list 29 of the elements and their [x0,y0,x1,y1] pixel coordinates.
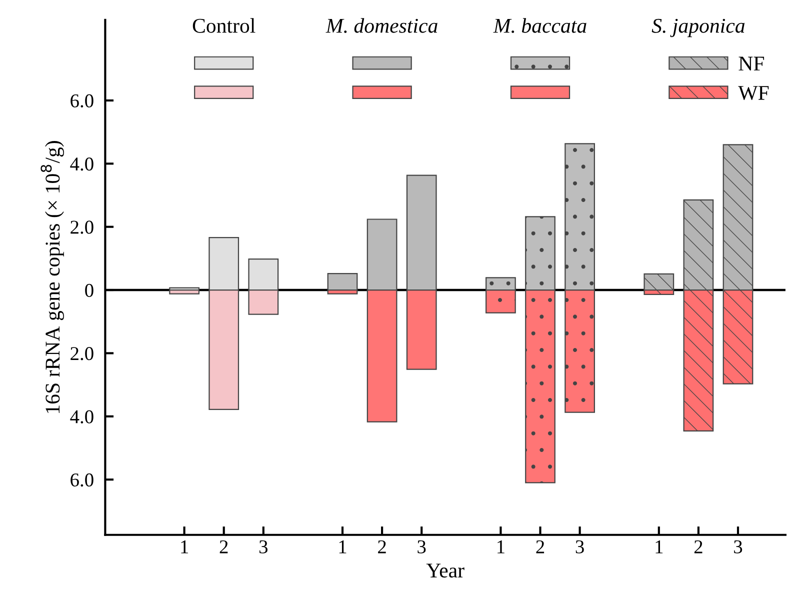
bar [169,289,200,294]
y-tick-label: 2.0 [70,347,94,360]
x-tick-label: 1 [656,540,663,554]
y-tick-label: 6.0 [70,473,94,487]
annotation: M. baccata [493,18,586,33]
annotation: Control [192,18,256,33]
x-tick-label: 2 [378,540,386,554]
y-tick-label: 6.0 [70,94,94,108]
x-axis-title: Year [426,564,464,578]
x-tick-label: 1 [339,540,346,554]
y-tick-label: 4.0 [70,157,94,171]
y-tick-label: 4.0 [70,410,94,424]
annotation: S. japonica [652,18,745,38]
text: NF [738,56,764,70]
annotation: M. domestica [326,18,438,33]
bar [327,273,358,291]
x-tick-label: 1 [498,540,504,554]
y-tick-label: 0 [85,284,94,297]
x-tick-label: 1 [181,540,188,554]
y-axis-title: 16S rRNA gene copies (× 10$^{8}$/g) [40,141,64,413]
x-tick-label: 2 [694,540,702,554]
text: WF [738,86,769,100]
x-tick-label: 2 [220,540,228,554]
x-tick-label: 3 [576,540,584,554]
x-tick-label: 2 [536,540,544,554]
x-tick-label: 3 [418,540,426,554]
y-tick-label: 2.0 [70,220,94,234]
x-tick-label: 3 [259,540,268,554]
x-tick-label: 3 [734,540,742,554]
